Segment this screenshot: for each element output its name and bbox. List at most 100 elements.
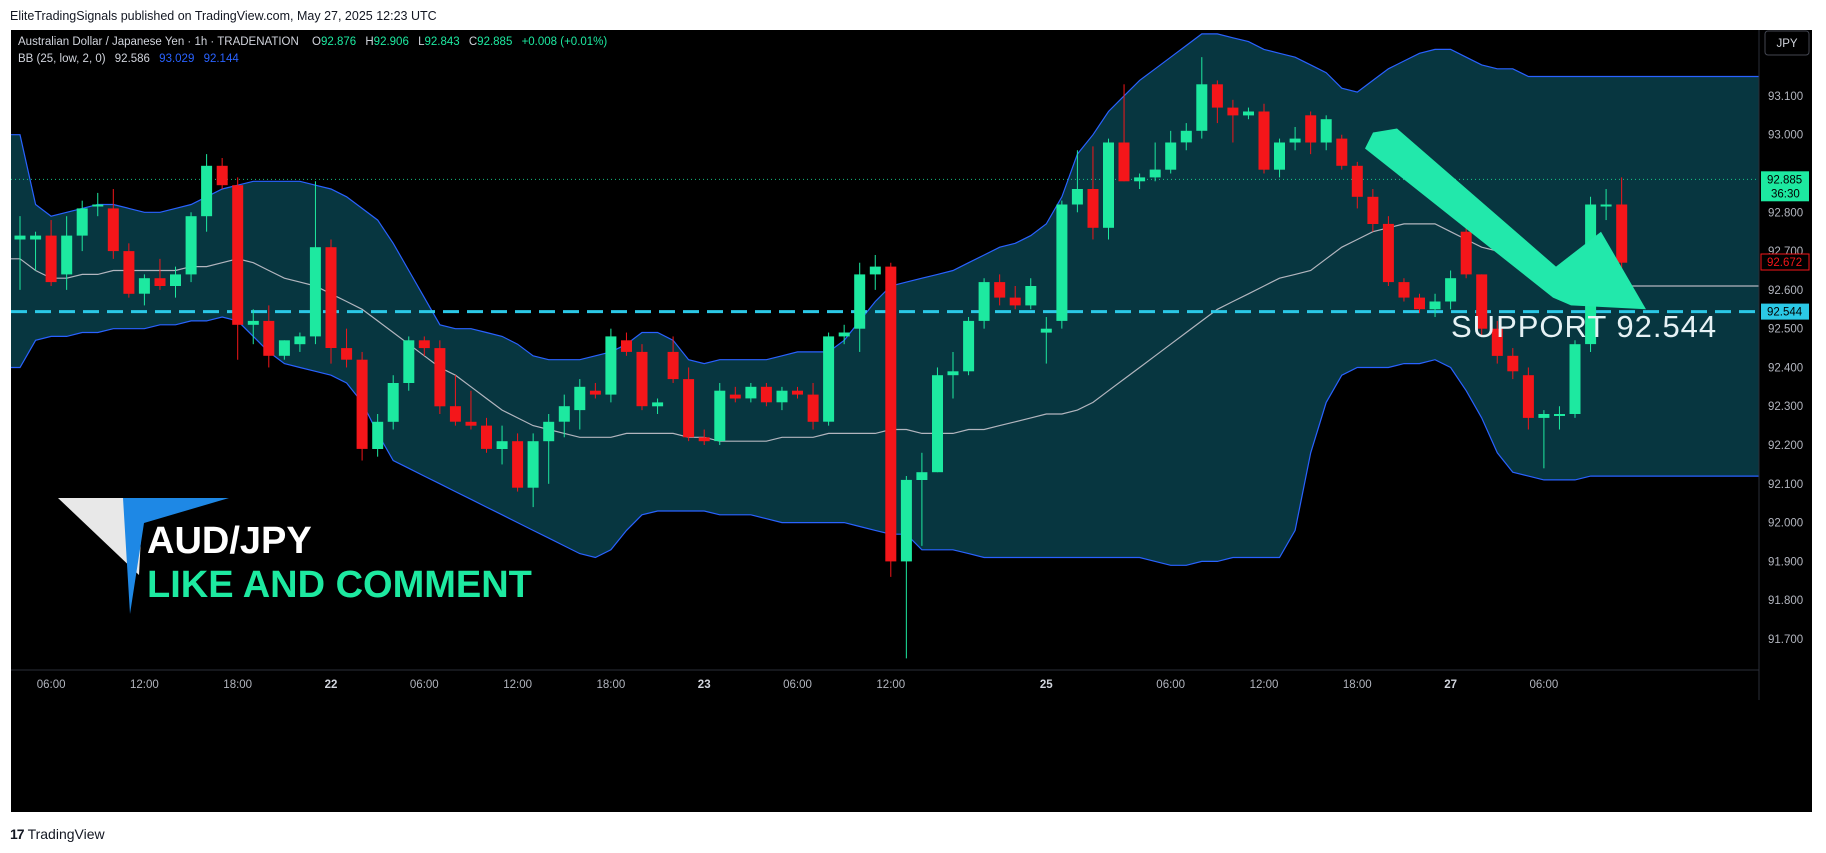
candle-body	[387, 383, 399, 422]
candle-body	[1025, 286, 1037, 306]
candle-body	[76, 208, 88, 236]
trend-arrow	[1365, 128, 1646, 310]
candle	[1382, 216, 1394, 286]
price-tick-label: 91.800	[1768, 595, 1803, 607]
indicator-name: BB (25, low, 2, 0)	[18, 53, 106, 65]
candle	[496, 425, 508, 465]
candle-body	[1071, 189, 1083, 205]
candle	[1414, 293, 1425, 314]
candle	[1211, 80, 1223, 124]
time-tick-label: 06:00	[1530, 679, 1559, 691]
candle-body	[1289, 138, 1301, 143]
candle-body	[792, 390, 803, 395]
candle-body	[1305, 115, 1317, 143]
price-tick-label: 92.800	[1768, 207, 1803, 219]
price-tick-label: 91.900	[1768, 556, 1803, 568]
candle-body	[1227, 107, 1239, 116]
candle-body	[1320, 119, 1332, 143]
candle	[947, 351, 959, 399]
low-label: L	[418, 36, 425, 48]
candle-body	[418, 340, 430, 349]
candle	[963, 317, 975, 376]
chart-frame: AUD/JPY LIKE AND COMMENT SUPPORT 92.544 …	[11, 30, 1812, 812]
arrow-layer	[1365, 128, 1646, 310]
candle-body	[869, 266, 881, 275]
candle	[1009, 286, 1021, 310]
time-tick-label: 18:00	[1343, 679, 1372, 691]
currency-button-box[interactable]	[1764, 30, 1810, 56]
time-tick-label: 27	[1444, 679, 1457, 691]
overlay-layer: AUD/JPY LIKE AND COMMENT SUPPORT 92.544	[58, 309, 1716, 614]
time-tick-label: 25	[1040, 679, 1053, 691]
brand-logo-white-wing	[58, 498, 143, 575]
price-tick-label: 92.100	[1768, 479, 1803, 491]
candle	[714, 382, 726, 446]
support-price-badge: 92.544	[1761, 303, 1809, 320]
candle-body	[1522, 375, 1534, 418]
support-price-badge-text: 92.544	[1767, 307, 1803, 319]
candle	[14, 216, 26, 290]
price-tick-label: 93.100	[1768, 91, 1803, 103]
candle	[247, 309, 259, 345]
candle	[636, 344, 648, 411]
change-value: +0.008 (+0.01%)	[522, 36, 608, 48]
time-tick-label: 23	[698, 679, 711, 691]
candle	[341, 328, 353, 368]
candle-body	[294, 336, 306, 345]
candle	[1149, 142, 1161, 182]
candle-body	[403, 340, 415, 383]
candle	[356, 351, 368, 461]
time-tick-label: 12:00	[503, 679, 532, 691]
price-tick-label: 92.500	[1768, 324, 1803, 336]
candle-body	[1367, 196, 1379, 224]
candle-body	[512, 441, 524, 488]
footer: 17 TradingView	[10, 826, 105, 842]
candle	[932, 367, 943, 473]
candle	[1600, 189, 1612, 221]
indicator-lower: 92.144	[204, 53, 240, 65]
candle-body	[963, 320, 975, 372]
candle-body	[278, 340, 290, 356]
candle	[589, 382, 601, 399]
legend-line-1: Australian Dollar / Japanese Yen · 1h · …	[18, 36, 607, 48]
time-axis-background	[11, 670, 1812, 700]
candle-layer	[14, 57, 1628, 659]
time-tick-label: 12:00	[1250, 679, 1279, 691]
candle-body	[621, 340, 632, 352]
legend-layer: Australian Dollar / Japanese Yen · 1h · …	[18, 36, 607, 65]
countdown-text: 36:30	[1771, 188, 1800, 200]
candle-body	[61, 235, 73, 275]
close-value: 92.885	[477, 36, 512, 48]
currency-button[interactable]: JPY	[1764, 30, 1810, 56]
candle	[869, 254, 881, 290]
currency-button-label[interactable]: JPY	[1776, 38, 1797, 50]
high-value: 92.906	[374, 36, 409, 48]
candlestick-chart[interactable]: AUD/JPY LIKE AND COMMENT SUPPORT 92.544 …	[11, 30, 1812, 812]
candle	[1305, 111, 1317, 155]
candle	[1258, 103, 1270, 174]
support-price-badge-box	[1761, 303, 1809, 320]
candle-body	[900, 479, 912, 562]
candle-body	[683, 379, 695, 438]
candle-body	[1118, 142, 1130, 182]
candle-body	[496, 441, 508, 449]
time-tick-label: 18:00	[597, 679, 626, 691]
candle	[1554, 406, 1565, 430]
candle-body	[823, 336, 835, 422]
candle-body	[1258, 111, 1270, 170]
candle	[1507, 348, 1519, 380]
candle	[465, 390, 477, 430]
candle	[1071, 150, 1083, 213]
price-tick-label: 93.000	[1768, 130, 1803, 142]
candle	[1165, 130, 1177, 174]
candle	[1460, 227, 1472, 279]
candle	[667, 336, 679, 383]
candle-body	[30, 235, 42, 240]
candle	[294, 332, 306, 352]
candle	[605, 328, 617, 403]
high-label: H	[365, 36, 373, 48]
close-label: C	[469, 36, 477, 48]
axis-layer: 93.10093.00092.80092.70092.60092.50092.4…	[11, 30, 1812, 812]
candle	[621, 332, 632, 356]
candle	[309, 181, 321, 345]
